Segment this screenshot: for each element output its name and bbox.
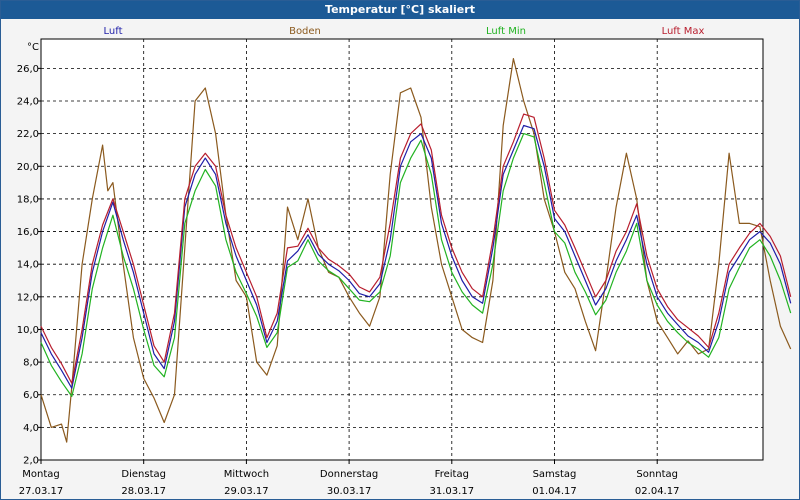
x-tick-label-date: 28.03.17 — [121, 486, 166, 497]
x-tick-label-weekday: Montag — [22, 469, 59, 480]
legend-luft: Luft — [104, 26, 123, 37]
x-tick-label-date: 27.03.17 — [19, 486, 64, 497]
series-lines — [40, 57, 792, 443]
legend-luft-max: Luft Max — [662, 26, 705, 37]
plot-area — [40, 38, 764, 461]
y-tick-label: 10,0 — [17, 325, 39, 336]
temperature-chart: °C 2,0 4,0 6,0 8,0 10,0 12,0 14,0 16,0 18,0 20,0 2… — [1, 20, 799, 499]
x-tick-label-date: 30.03.17 — [327, 486, 372, 497]
y-axis: °C 2,0 4,0 6,0 8,0 10,0 12,0 14,0 16,0 18,0 20,0 2… — [17, 42, 41, 467]
y-tick-label: 4,0 — [23, 423, 39, 434]
x-tick-label-date: 29.03.17 — [224, 486, 269, 497]
series-line-luft-max — [40, 113, 792, 384]
y-tick-label: 22,0 — [17, 129, 39, 140]
x-tick-label-weekday: Dienstag — [121, 469, 166, 480]
y-tick-label: 24,0 — [17, 97, 39, 108]
x-tick-label-date: 31.03.17 — [430, 486, 475, 497]
y-tick-label: 12,0 — [17, 292, 39, 303]
legend-boden: Boden — [289, 26, 321, 37]
y-tick-label: 2,0 — [23, 456, 39, 467]
series-line-luft — [40, 124, 792, 389]
y-tick-label: 6,0 — [23, 390, 39, 401]
grid-lines — [41, 39, 763, 461]
y-tick-label: 8,0 — [23, 358, 39, 369]
x-tick-label-weekday: Samstag — [533, 469, 577, 480]
series-line-boden — [40, 57, 792, 443]
x-axis: Montag 27.03.17 Dienstag 28.03.17 Mittwoch 29… — [19, 460, 680, 497]
legend: Luft Boden Luft Min Luft Max — [104, 26, 705, 37]
x-tick-label-weekday: Donnerstag — [320, 469, 378, 480]
y-axis-label: °C — [27, 42, 39, 53]
x-tick-label-date: 02.04.17 — [635, 486, 680, 497]
window-title: Temperatur [°C] skaliert — [1, 1, 799, 19]
y-tick-label: 26,0 — [17, 64, 39, 75]
series-line-luft-min — [40, 132, 792, 397]
y-tick-label: 20,0 — [17, 162, 39, 173]
x-tick-label-date: 01.04.17 — [532, 486, 577, 497]
y-tick-label: 16,0 — [17, 227, 39, 238]
x-tick-label-weekday: Freitag — [435, 469, 469, 480]
y-tick-label: 18,0 — [17, 194, 39, 205]
x-tick-label-weekday: Mittwoch — [224, 469, 269, 480]
x-tick-label-weekday: Sonntag — [636, 469, 678, 480]
legend-luft-min: Luft Min — [486, 26, 526, 37]
y-tick-label: 14,0 — [17, 260, 39, 271]
